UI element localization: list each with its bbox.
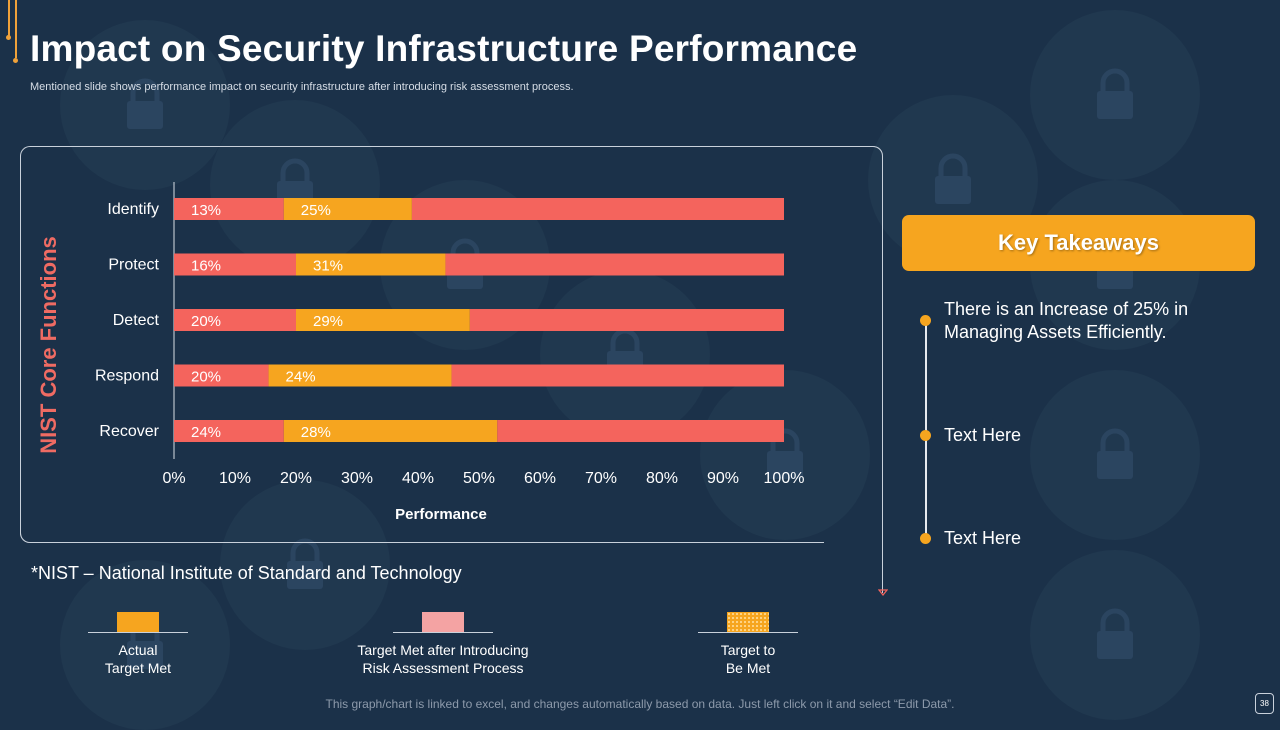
data-label: 16% bbox=[191, 258, 221, 275]
bg-lock-circle bbox=[210, 100, 380, 270]
bar-segment bbox=[174, 253, 296, 276]
lock-icon bbox=[1097, 428, 1133, 479]
bar-segment bbox=[174, 364, 269, 387]
takeaway-bullet-dot bbox=[920, 533, 931, 544]
x-tick-label: 20% bbox=[280, 470, 312, 487]
page-subtitle: Mentioned slide shows performance impact… bbox=[30, 81, 574, 93]
bar-segment bbox=[469, 309, 784, 331]
data-label: 29% bbox=[313, 313, 343, 330]
bar-segment bbox=[296, 309, 470, 331]
x-tick-label: 50% bbox=[463, 470, 495, 487]
y-tick-label: Respond bbox=[95, 368, 159, 385]
lock-icon bbox=[127, 78, 163, 129]
lock-icon bbox=[935, 153, 971, 204]
legend-label: Actual bbox=[118, 642, 158, 658]
legend-item-after-risk: Target Met after Introducing Risk Assess… bbox=[343, 612, 543, 677]
bar-chart[interactable]: Identify 13% 25% Protect 16% 31% Detect 20% 29% R… bbox=[0, 0, 900, 540]
takeaway-item: There is an Increase of 25% in Managing … bbox=[944, 299, 1189, 342]
bar-segment bbox=[445, 253, 784, 276]
bg-lock-circle bbox=[700, 370, 870, 540]
bg-lock-circle bbox=[60, 20, 230, 190]
bg-lock-circle bbox=[1030, 370, 1200, 540]
x-tick-label: 40% bbox=[402, 470, 434, 487]
chart-panel-edge bbox=[20, 530, 824, 543]
legend-underline bbox=[88, 632, 188, 633]
data-label: 25% bbox=[301, 202, 331, 219]
y-tick-label: Protect bbox=[108, 257, 159, 274]
legend-underline bbox=[393, 632, 493, 633]
legend-label: Target Met bbox=[104, 660, 172, 676]
y-tick-label: Recover bbox=[99, 423, 159, 440]
takeaway-item: Text Here bbox=[944, 425, 1022, 445]
x-axis-title: Performance bbox=[395, 506, 487, 523]
bg-lock-circle bbox=[540, 270, 710, 440]
legend-label: Target Met after Introducing bbox=[357, 642, 529, 658]
lock-icon bbox=[1097, 68, 1133, 119]
legend-swatch-after-risk bbox=[422, 612, 464, 632]
nist-footnote: *NIST – National Institute of Standard a… bbox=[31, 563, 462, 583]
x-tick-label: 0% bbox=[162, 470, 185, 487]
bar-segment bbox=[174, 198, 284, 220]
chart-panel-edge bbox=[868, 146, 883, 593]
accent-dot bbox=[13, 58, 18, 63]
legend-label: Target to bbox=[720, 642, 776, 658]
takeaway-bullet-dot bbox=[920, 315, 931, 326]
y-tick-label: Detect bbox=[113, 312, 160, 329]
bar-segment bbox=[296, 253, 446, 276]
bar-segment bbox=[497, 420, 784, 442]
chart-panel bbox=[20, 146, 883, 543]
bar-segment bbox=[283, 420, 498, 442]
bar-segment bbox=[174, 420, 284, 442]
bar-segment bbox=[451, 364, 784, 387]
legend-swatch-actual bbox=[117, 612, 159, 632]
data-label: 24% bbox=[286, 369, 316, 386]
bar-segment bbox=[283, 198, 412, 220]
lock-icon bbox=[1097, 608, 1133, 659]
lock-icon bbox=[287, 538, 323, 589]
data-label: 20% bbox=[191, 313, 221, 330]
bar-segment bbox=[268, 364, 452, 387]
data-label: 24% bbox=[191, 424, 221, 441]
takeaway-item: Text Here bbox=[944, 528, 1022, 548]
data-label: 20% bbox=[191, 369, 221, 386]
panel-end-marker bbox=[878, 589, 888, 596]
page-number: 38 bbox=[1255, 693, 1274, 714]
x-tick-label: 30% bbox=[341, 470, 373, 487]
legend-label: Be Met bbox=[725, 660, 771, 676]
data-label: 13% bbox=[191, 202, 221, 219]
key-takeaways-header: Key Takeaways bbox=[902, 215, 1255, 271]
bg-lock-circle bbox=[220, 480, 390, 650]
x-tick-label: 90% bbox=[707, 470, 739, 487]
accent-dot bbox=[6, 35, 11, 40]
takeaway-bullet-dot bbox=[920, 430, 931, 441]
data-label: 31% bbox=[313, 258, 343, 275]
x-tick-label: 80% bbox=[646, 470, 678, 487]
bar-segment bbox=[411, 198, 784, 220]
x-tick-label: 10% bbox=[219, 470, 251, 487]
legend-underline bbox=[698, 632, 798, 633]
page-title: Impact on Security Infrastructure Perfor… bbox=[30, 28, 858, 69]
x-tick-label: 60% bbox=[524, 470, 556, 487]
data-label: 28% bbox=[301, 424, 331, 441]
legend-swatch-to-be-met bbox=[727, 612, 769, 632]
legend-item-to-be-met: Target to Be Met bbox=[698, 612, 798, 677]
bg-lock-circle bbox=[1030, 550, 1200, 720]
x-tick-label: 70% bbox=[585, 470, 617, 487]
accent-line bbox=[15, 0, 17, 58]
y-tick-label: Identify bbox=[107, 201, 159, 218]
bar-segment bbox=[174, 309, 296, 331]
legend-item-actual: Actual Target Met bbox=[88, 612, 188, 677]
excel-link-note: This graph/chart is linked to excel, and… bbox=[325, 697, 955, 711]
accent-line bbox=[8, 0, 10, 36]
legend-label: Risk Assessment Process bbox=[362, 660, 524, 676]
x-tick-label: 100% bbox=[764, 470, 805, 487]
bg-lock-circle bbox=[1030, 10, 1200, 180]
